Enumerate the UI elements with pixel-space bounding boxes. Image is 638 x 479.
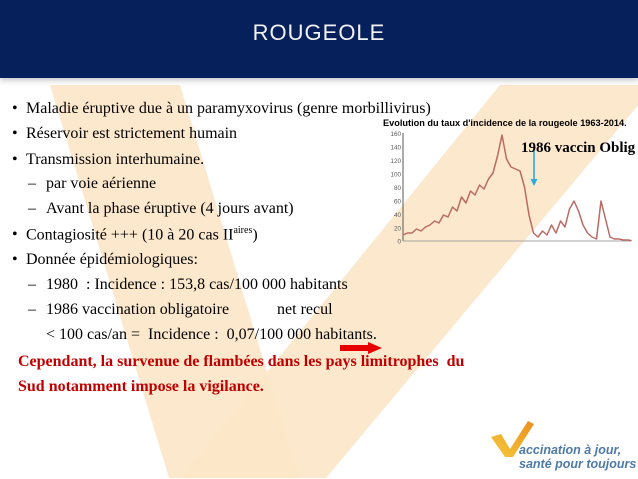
svg-text:80: 80 — [394, 185, 402, 192]
svg-text:40: 40 — [394, 212, 402, 219]
svg-text:60: 60 — [394, 199, 402, 206]
svg-text:0: 0 — [397, 239, 401, 246]
svg-text:140: 140 — [390, 145, 401, 152]
svg-text:120: 120 — [390, 158, 401, 165]
svg-text:100: 100 — [390, 172, 401, 179]
svg-text:160: 160 — [390, 131, 401, 138]
svg-text:20: 20 — [394, 226, 402, 233]
